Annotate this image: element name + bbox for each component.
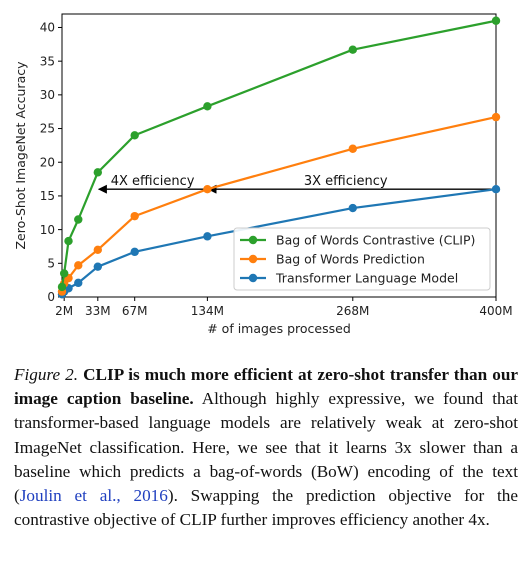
legend: Bag of Words Contrastive (CLIP) Bag of Wo… [233,227,491,291]
x-axis-label: # of images processed [207,321,351,336]
data-point [203,232,212,241]
data-point [74,278,83,288]
legend-entry-label: Bag of Words Prediction [276,252,425,267]
y-axis-label: Zero-Shot ImageNet Accuracy [13,61,28,250]
accuracy-line-chart: 0 5 10 15 20 25 30 35 40 2M 33M 67M 134M 268M 400M # of… [13,13,513,336]
data-point [491,184,501,194]
caption-figure-label: Figure 2. [14,365,79,384]
efficiency-label-2: 3X efficiency [304,174,388,189]
data-point [348,45,357,54]
chart-container: 0 5 10 15 20 25 30 35 40 2M 33M 67M 134M 268M 400M # of… [13,13,513,336]
efficiency-label-1: 4X efficiency [111,174,195,189]
data-point [93,168,103,177]
x-tick-label: 268M [336,304,369,318]
caption-text-before-citation: Although highly expressive, we found tha… [14,389,518,506]
y-tick-label: 25 [40,122,55,136]
data-point [93,245,103,255]
data-point [57,282,67,292]
data-point [130,247,139,257]
legend-swatch-marker [248,254,258,264]
data-point [491,16,501,25]
data-point [59,269,69,278]
caption-bold-text: CLIP is much more efficient at zero-shot… [14,365,519,409]
legend-entry-label: Bag of Words Contrastive (CLIP) [276,233,475,248]
x-tick-label: 134M [191,304,224,318]
x-tick-label: 67M [122,304,148,318]
figure-caption: Figure 2. CLIP is much more efficient at… [14,363,518,532]
legend-swatch-marker [248,235,258,245]
y-tick-label: 30 [40,88,55,102]
x-tick-label: 2M [55,304,73,318]
y-tick-label: 10 [40,223,55,237]
x-tick-label: 400M [479,304,512,318]
y-tick-label: 20 [40,155,55,169]
x-tick-label: 33M [85,304,111,318]
data-point [203,184,212,194]
y-tick-label: 35 [40,54,55,68]
data-point [348,203,357,213]
plot-frame [61,13,497,298]
data-point [64,236,73,246]
data-point [348,144,357,153]
caption-text-after-citation: ). Swapping the prediction objective for… [14,486,518,530]
y-tick-label: 0 [47,290,55,304]
data-point [74,215,83,224]
data-point [93,262,103,271]
legend-swatch-marker [248,273,258,283]
y-tick-label: 40 [40,21,55,35]
legend-entry-label: Transformer Language Model [275,271,458,286]
data-point [130,211,139,221]
data-point [74,261,83,270]
legend-box [233,227,491,291]
data-point [203,102,212,111]
data-point [130,131,139,140]
y-tick-label: 15 [40,189,55,203]
data-point [491,112,501,122]
y-tick-label: 5 [47,257,55,271]
caption-citation-link[interactable]: Joulin et al., 2016 [19,486,168,506]
